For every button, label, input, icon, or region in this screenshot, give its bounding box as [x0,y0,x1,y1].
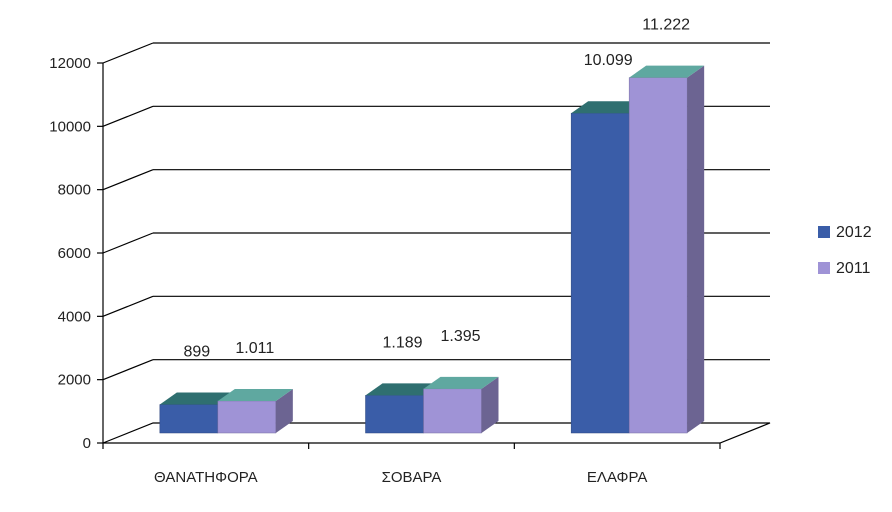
x-axis-categories: ΘΑΝΑΤΗΦΟΡΑ ΣΟΒΑΡΑ ΕΛΑΦΡΑ [154,469,647,486]
legend-swatch-2012 [818,226,830,238]
data-label-2012-0: 899 [183,344,210,361]
category-label: ΣΟΒΑΡΑ [382,469,442,486]
bars [159,65,705,434]
data-label-2011-0: 1.011 [235,340,274,357]
y-tick-label: 4000 [58,308,91,325]
gridline-side [102,42,154,64]
bar-2011-0 [217,388,293,434]
data-label-2011-2: 11.222 [642,17,690,34]
data-label-2012-1: 1.189 [382,334,422,351]
y-tick-label: 8000 [58,182,91,199]
axes [97,62,721,449]
legend-label-2011: 2011 [836,260,871,277]
y-tick-label: 0 [83,435,91,452]
legend: 2012 2011 [818,224,872,277]
gridline-side [102,232,154,254]
data-labels: 899 1.011 1.189 1.395 10.099 11.222 [183,17,690,361]
data-label-2012-2: 10.099 [584,52,633,69]
gridlines [102,42,770,381]
y-tick-label: 6000 [58,245,91,262]
y-tick-label: 12000 [49,55,91,72]
y-tick-label: 10000 [49,118,91,135]
legend-swatch-2011 [818,262,830,274]
gridline-side [102,169,154,191]
y-tick-label: 2000 [58,372,91,389]
y-axis-ticks: 0 2000 4000 6000 8000 10000 12000 [49,55,91,452]
category-label: ΘΑΝΑΤΗΦΟΡΑ [154,469,258,486]
data-label-2011-1: 1.395 [440,328,480,345]
gridline-side [102,105,154,127]
gridline-side [102,295,154,317]
category-label: ΕΛΑΦΡΑ [587,469,647,486]
bar-2011-1 [423,376,499,434]
gridline-side [102,359,154,381]
legend-label-2012: 2012 [836,224,872,241]
bar-2011-2 [628,65,705,434]
